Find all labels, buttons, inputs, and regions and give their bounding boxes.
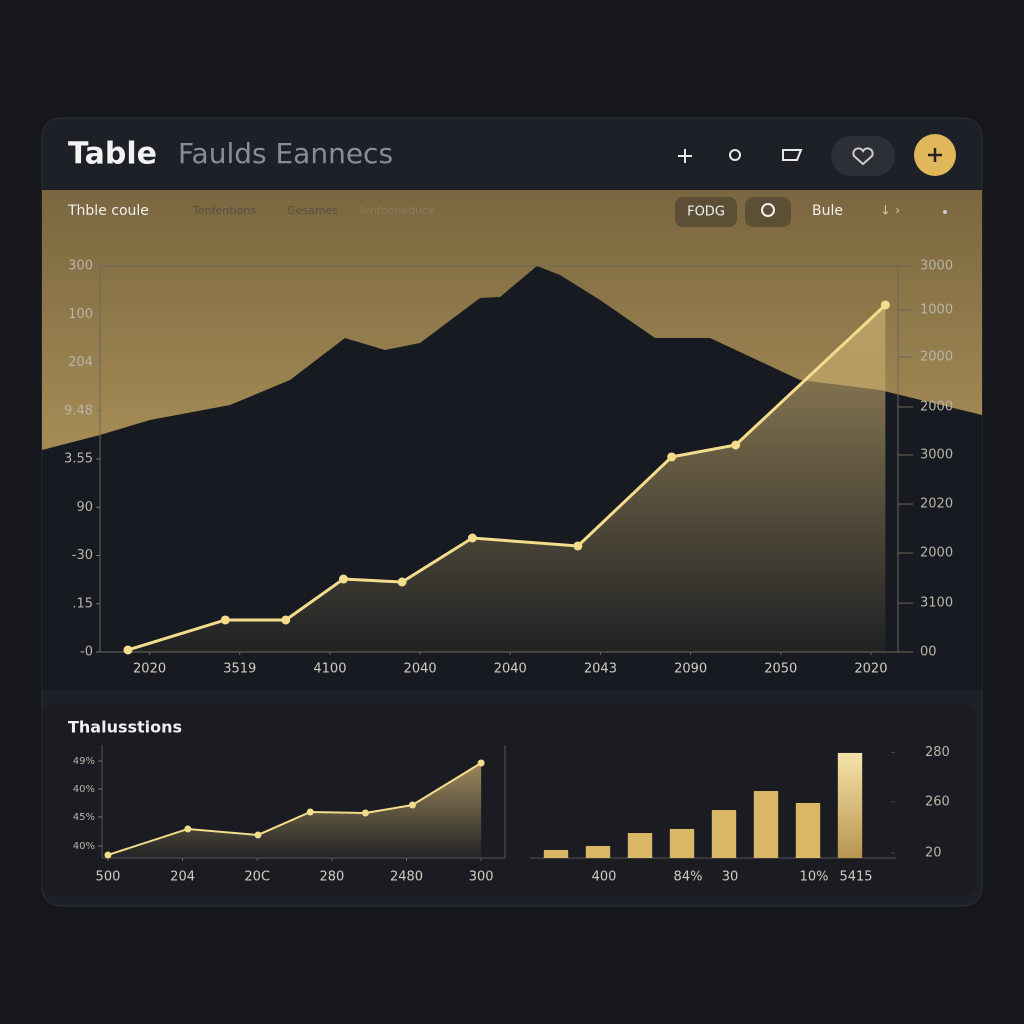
tab[interactable]: Ienfooneduce	[360, 204, 435, 217]
bar	[543, 849, 569, 858]
x-tick-label: 30	[722, 870, 739, 885]
y-tick-label: 90	[76, 500, 93, 515]
subtitle: Faulds Eannecs	[178, 137, 393, 170]
point	[408, 801, 416, 809]
x-tick-label: 2040	[404, 662, 437, 677]
point	[731, 440, 741, 450]
y2-tick-label: 260	[925, 794, 950, 809]
point	[306, 808, 314, 816]
x-tick-label: 2020	[854, 662, 887, 677]
point	[184, 825, 192, 833]
tab[interactable]: Tenfentions	[192, 204, 256, 217]
y2-tick-label: 280	[925, 745, 950, 760]
y-tick-label: 3.55	[64, 452, 93, 467]
add-icon[interactable]	[678, 149, 692, 163]
y2-tick-label: 2000	[920, 349, 953, 364]
y-tick-label: 49%	[73, 756, 95, 767]
bulb-icon	[761, 203, 775, 217]
point	[397, 577, 407, 587]
x-tick-label: 2040	[494, 662, 527, 677]
y2-tick-label: 2000	[920, 546, 953, 561]
button-label[interactable]: Bule	[812, 203, 843, 219]
more-icon[interactable]	[943, 210, 947, 214]
point	[254, 831, 262, 839]
y2-tick-label: 3000	[920, 448, 953, 463]
x-tick-label: 10%	[800, 870, 829, 885]
button-label: FODG	[687, 205, 725, 220]
y2-tick-label: 2020	[920, 497, 953, 512]
search-icon[interactable]	[729, 149, 741, 161]
toolbar-label: Thble coule	[67, 203, 149, 219]
x-tick-label: 300	[469, 870, 494, 885]
point	[123, 645, 133, 655]
point	[361, 809, 369, 817]
x-tick-label: 4100	[313, 662, 346, 677]
point	[467, 533, 477, 543]
x-tick-label: 500	[96, 870, 121, 885]
line	[127, 303, 887, 652]
point	[338, 574, 348, 584]
x-tick-label: 280	[319, 870, 344, 885]
y-tick-label: 40%	[73, 784, 95, 795]
x-tick-label: 2050	[764, 662, 797, 677]
button[interactable]	[675, 197, 737, 227]
tab[interactable]: Gesames	[287, 204, 338, 217]
title: Table	[68, 137, 157, 172]
x-tick-label: 20C	[244, 870, 270, 885]
point	[880, 300, 890, 310]
favorite-button[interactable]	[831, 136, 895, 176]
y2-tick-label: 2000	[920, 400, 953, 415]
x-tick-label: 84%	[674, 870, 703, 885]
y-tick-label: .15	[72, 596, 93, 611]
bar	[837, 752, 863, 858]
line-area	[107, 762, 482, 858]
point	[477, 759, 485, 767]
y2-tick-label: 20	[925, 846, 942, 861]
y-tick-label: -0	[80, 645, 93, 660]
heart-icon	[852, 147, 874, 166]
tag-icon[interactable]	[782, 149, 803, 161]
y-tick-label: 100	[68, 307, 93, 322]
x-tick-label: 2043	[584, 662, 617, 677]
y2-tick-label: 1000	[920, 303, 953, 318]
bar	[669, 828, 695, 858]
y-tick-label: 9.48	[64, 403, 93, 418]
x-tick-label: 5415	[839, 870, 872, 885]
y-tick-label: 204	[68, 355, 93, 370]
bar	[711, 810, 737, 858]
line-area	[127, 304, 886, 652]
point	[573, 541, 583, 551]
y-tick-label: 300	[68, 259, 93, 274]
bar	[795, 803, 821, 858]
plus-icon	[928, 148, 942, 162]
x-tick-label: 2480	[390, 870, 423, 885]
y2-tick-label: 00	[920, 645, 937, 660]
bar	[753, 791, 779, 858]
point	[220, 615, 230, 625]
y-tick-label: -30	[72, 548, 93, 563]
bar	[627, 833, 653, 858]
x-tick-label: 2090	[674, 662, 707, 677]
x-tick-label: 400	[592, 870, 617, 885]
bar	[585, 846, 611, 858]
bulb-button[interactable]	[745, 197, 791, 227]
sort-icon[interactable]: ↓ ›	[880, 204, 900, 219]
y2-tick-label: 3100	[920, 596, 953, 611]
y-tick-label: 45%	[73, 812, 95, 823]
point	[104, 851, 112, 859]
section-title: Thalusstions	[68, 718, 182, 737]
y2-tick-label: 3000	[920, 259, 953, 274]
x-tick-label: 204	[170, 870, 195, 885]
x-tick-label: 2020	[133, 662, 166, 677]
point	[281, 615, 291, 625]
point	[667, 452, 677, 462]
y-tick-label: 40%	[73, 841, 95, 852]
x-tick-label: 3519	[223, 662, 256, 677]
